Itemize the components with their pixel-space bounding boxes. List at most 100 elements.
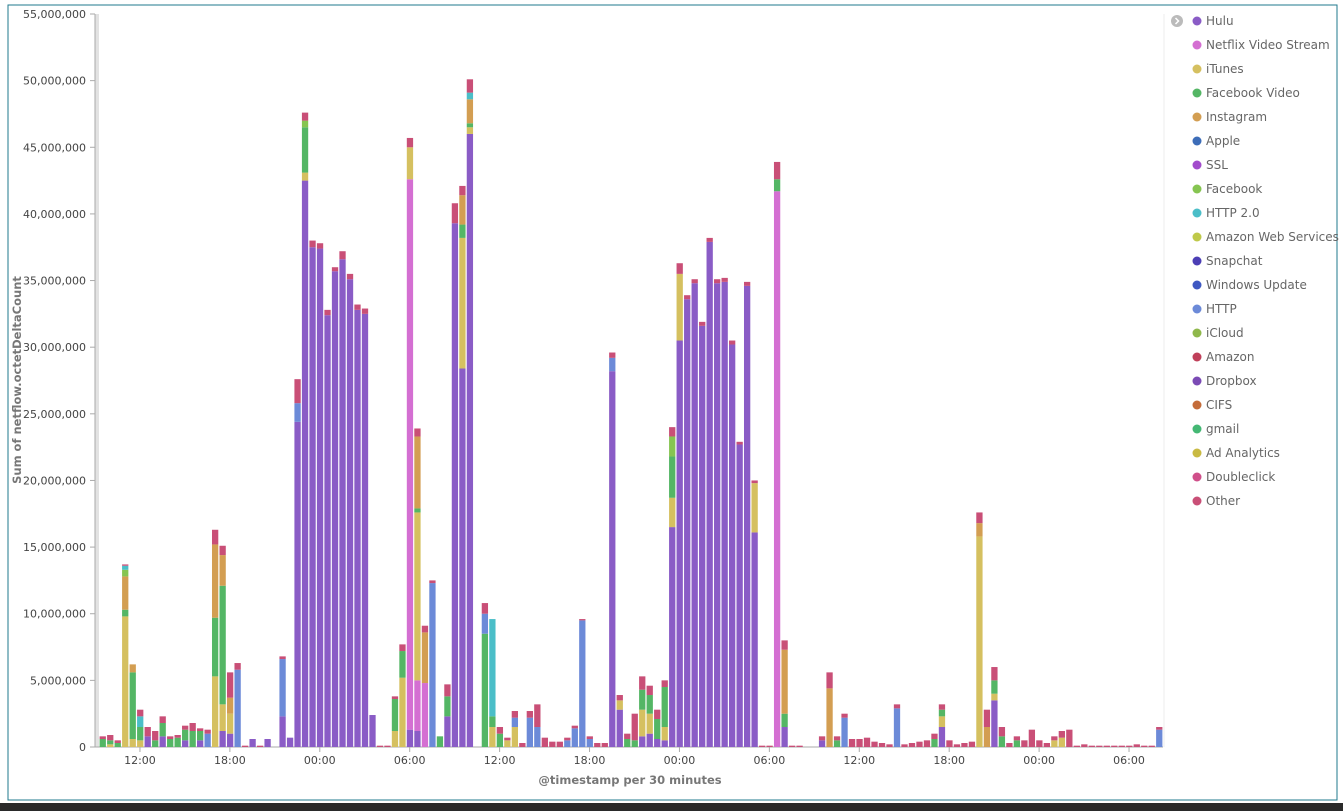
- bar-segment: [189, 723, 196, 732]
- legend-swatch: [1192, 496, 1202, 506]
- legend-label: HTTP 2.0: [1206, 206, 1260, 220]
- legend-label: Other: [1206, 494, 1240, 508]
- legend-swatch: [1192, 280, 1202, 290]
- y-tick-label: 5,000,000: [30, 674, 86, 687]
- bar-segment: [1051, 736, 1058, 741]
- bar-segment: [421, 625, 429, 633]
- legend-swatch: [1192, 424, 1202, 434]
- bar-segment: [309, 240, 316, 248]
- bar-segment: [571, 728, 578, 747]
- bar-segment: [496, 733, 504, 747]
- bar-segment: [519, 743, 526, 747]
- bar-segment: [893, 704, 901, 709]
- bar-segment: [706, 237, 713, 242]
- bar-segment: [938, 709, 946, 717]
- legend-swatch: [1192, 112, 1202, 122]
- bar-segment: [339, 259, 346, 747]
- bar-segment: [211, 676, 219, 747]
- bar-segment: [991, 667, 998, 681]
- bar-segment: [129, 739, 136, 747]
- bar-segment: [316, 243, 324, 249]
- bar-segment: [826, 672, 833, 689]
- bar-segment: [691, 279, 698, 284]
- bar-segment: [916, 741, 923, 747]
- bar-segment: [938, 716, 946, 728]
- bar-segment: [564, 740, 571, 747]
- x-tick-label: 00:00: [1023, 754, 1055, 767]
- bar-segment: [526, 717, 533, 747]
- legend-swatch: [1192, 472, 1202, 482]
- bar-segment: [114, 743, 121, 747]
- bar-segment: [609, 371, 616, 747]
- bar-segment: [1013, 740, 1021, 747]
- bar-segment: [279, 656, 286, 660]
- bar-segment: [144, 736, 151, 747]
- bar-segment: [129, 672, 136, 740]
- bar-segment: [504, 737, 511, 741]
- bar-segment: [459, 195, 466, 225]
- bar-segment: [991, 700, 998, 747]
- legend-swatch: [1192, 376, 1202, 386]
- bar-segment: [137, 740, 144, 747]
- bar-segment: [122, 616, 129, 747]
- legend-swatch: [1192, 352, 1202, 362]
- bar-segment: [661, 727, 668, 741]
- bar-segment: [743, 281, 751, 286]
- bar-segment: [998, 727, 1006, 737]
- bar-segment: [766, 745, 773, 747]
- bar-segment: [1028, 729, 1036, 747]
- bar-segment: [421, 683, 429, 747]
- bar-segment: [301, 180, 309, 747]
- bar-segment: [137, 716, 144, 728]
- bar-segment: [391, 699, 399, 732]
- bar-segment: [661, 680, 668, 688]
- bar-segment: [743, 285, 751, 747]
- bar-segment: [226, 672, 234, 698]
- bar-segment: [481, 633, 489, 747]
- bar-segment: [526, 711, 533, 718]
- bar-segment: [316, 248, 324, 747]
- legend-swatch: [1192, 16, 1202, 26]
- bar-segment: [122, 565, 129, 570]
- frame: [7, 4, 1338, 801]
- bar-segment: [991, 680, 998, 694]
- bar-segment: [137, 727, 144, 741]
- legend-toggle[interactable]: [1171, 15, 1183, 27]
- bar-segment: [931, 739, 938, 747]
- bar-segment: [301, 120, 309, 128]
- bar-segment: [1058, 731, 1065, 738]
- bar-segment: [219, 555, 226, 586]
- bar-segment: [714, 279, 721, 284]
- bar-segment: [211, 617, 219, 677]
- legend-label: Apple: [1206, 134, 1240, 148]
- bar-segment: [197, 740, 204, 747]
- bar-segment: [624, 739, 631, 747]
- bar-segment: [796, 745, 803, 747]
- bar-segment: [511, 727, 519, 747]
- bar-segment: [848, 739, 856, 747]
- legend-swatch: [1192, 208, 1202, 218]
- bar-segment: [1073, 745, 1080, 747]
- legend-swatch: [1192, 160, 1202, 170]
- bar-segment: [451, 223, 459, 748]
- bar-segment: [122, 569, 129, 577]
- y-tick-label: 55,000,000: [23, 8, 86, 21]
- legend-label: Dropbox: [1206, 374, 1257, 388]
- bar-segment: [226, 713, 234, 734]
- bar-segment: [639, 676, 646, 690]
- legend-label: Amazon Web Services: [1206, 230, 1339, 244]
- bar-segment: [211, 544, 219, 618]
- bar-segment: [699, 321, 706, 326]
- bar-segment: [773, 191, 781, 747]
- bar-segment: [1096, 745, 1103, 747]
- bar-segment: [931, 733, 938, 740]
- bar-segment: [466, 127, 474, 134]
- bar-segment: [174, 737, 181, 747]
- bar-segment: [841, 717, 848, 747]
- bar-segment: [406, 179, 414, 730]
- bar-segment: [309, 247, 316, 747]
- bar-segment: [699, 325, 706, 747]
- bar-segment: [1126, 745, 1133, 747]
- bar-segment: [534, 704, 541, 728]
- bar-segment: [684, 299, 691, 747]
